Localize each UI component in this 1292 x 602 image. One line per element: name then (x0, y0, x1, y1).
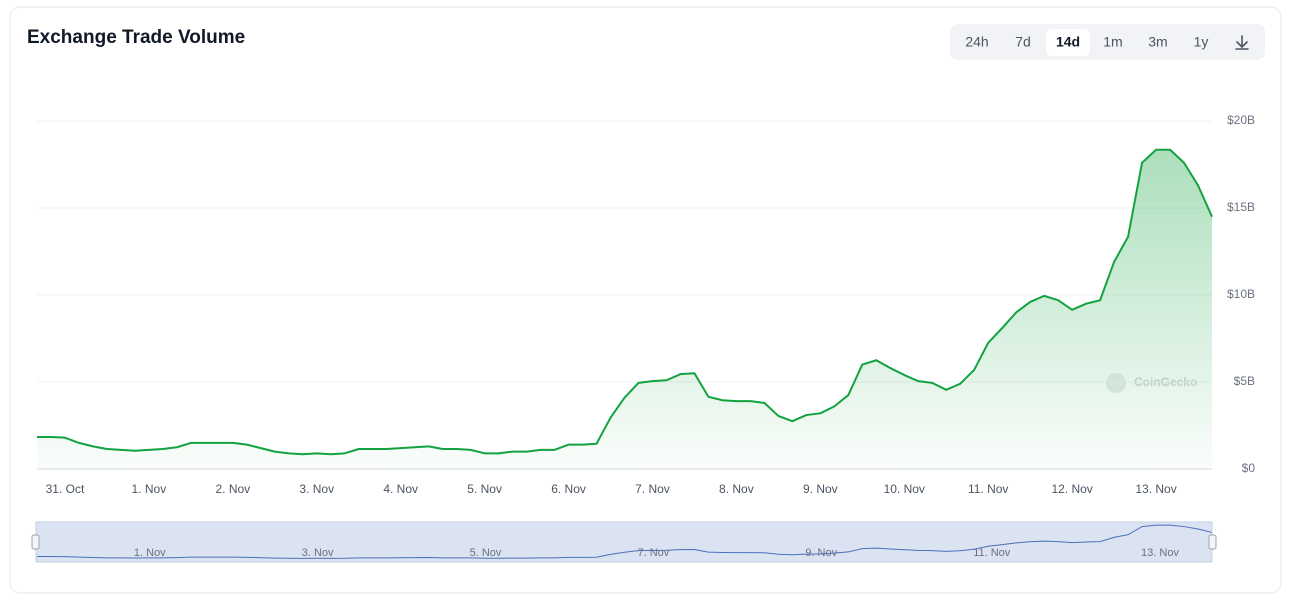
x-tick-label: 7. Nov (635, 482, 670, 496)
y-tick-label: $0 (1242, 461, 1256, 475)
x-tick-label: 6. Nov (551, 482, 586, 496)
navigator-label: 13. Nov (1141, 547, 1179, 559)
range-button[interactable]: 1m (1103, 34, 1122, 50)
y-tick-label: $15B (1227, 200, 1255, 214)
line (37, 148, 1213, 456)
navigator-label: 3. Nov (302, 547, 334, 559)
download-button[interactable] (1235, 35, 1249, 50)
navigator-label: 5. Nov (470, 547, 502, 559)
navigator-label: 11. Nov (973, 547, 1011, 559)
x-tick-label: 3. Nov (299, 482, 334, 496)
range-bar (950, 24, 1265, 60)
range-button[interactable]: 24h (965, 34, 988, 50)
x-tick-label: 12. Nov (1051, 482, 1092, 496)
navigator-line (37, 524, 1213, 559)
card (9, 6, 1282, 594)
chart-title: Exchange Trade Volume (27, 27, 245, 48)
range-active-bg (1046, 29, 1090, 56)
range-button[interactable]: 1y (1194, 34, 1209, 50)
x-tick-label: 9. Nov (803, 482, 838, 496)
x-tick-label: 4. Nov (383, 482, 418, 496)
x-tick-label: 31. Oct (46, 482, 85, 496)
x-tick-label: 2. Nov (215, 482, 250, 496)
x-tick-label: 5. Nov (467, 482, 502, 496)
x-tick-label: 11. Nov (968, 482, 1008, 496)
y-tick-label: $5B (1234, 374, 1255, 388)
x-tick-label: 10. Nov (884, 482, 925, 496)
x-tick-label: 13. Nov (1135, 482, 1176, 496)
x-tick-label: 8. Nov (719, 482, 754, 496)
navigator-handle[interactable] (1208, 534, 1217, 550)
x-tick-label: 1. Nov (132, 482, 167, 496)
area-fill (37, 149, 1212, 469)
y-tick-label: $10B (1227, 287, 1255, 301)
range-button[interactable]: 3m (1148, 34, 1167, 50)
range-button[interactable]: 7d (1015, 34, 1031, 50)
y-tick-label: $20B (1227, 113, 1255, 127)
navigator-label: 1. Nov (134, 547, 166, 559)
navigator-label: 7. Nov (637, 547, 669, 559)
range-button[interactable]: 14d (1056, 34, 1080, 50)
navigator-label: 9. Nov (805, 547, 837, 559)
navigator-handle[interactable] (31, 534, 40, 550)
